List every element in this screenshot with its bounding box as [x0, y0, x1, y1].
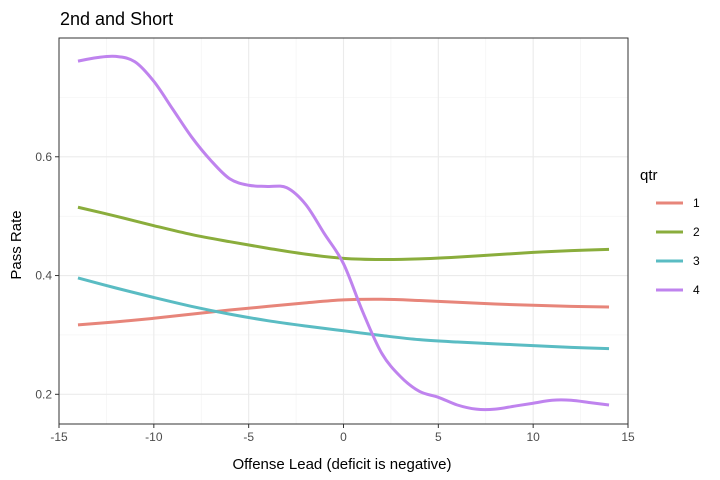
x-tick-label: -15 [50, 430, 68, 444]
series-line-qtr-1 [77, 297, 610, 327]
plot-panel [58, 37, 629, 425]
legend-label-qtr-3: 3 [693, 254, 700, 268]
x-tick-label: -10 [145, 430, 163, 444]
series-line-qtr-4 [77, 54, 610, 412]
x-tick-label: 10 [526, 430, 540, 444]
legend-label-qtr-4: 4 [693, 283, 700, 297]
x-axis-title: Offense Lead (deficit is negative) [232, 456, 451, 473]
y-tick-label: 0.6 [35, 150, 52, 164]
x-tick-label: 0 [340, 430, 347, 444]
series-line-qtr-2 [77, 205, 610, 262]
x-tick-label: 15 [621, 430, 635, 444]
y-tick-label: 0.4 [35, 269, 52, 283]
y-tick-label: 0.2 [35, 387, 52, 401]
legend-title: qtr [640, 167, 658, 184]
legend-label-qtr-2: 2 [693, 225, 700, 239]
y-axis-title: Pass Rate [8, 210, 25, 279]
legend: qtr 1 2 3 4 [640, 167, 700, 297]
x-tick-label: -5 [243, 430, 254, 444]
x-tick-label: 5 [435, 430, 442, 444]
chart-title: 2nd and Short [60, 9, 173, 29]
series-line-qtr-3 [77, 276, 610, 351]
legend-label-qtr-1: 1 [693, 196, 700, 210]
